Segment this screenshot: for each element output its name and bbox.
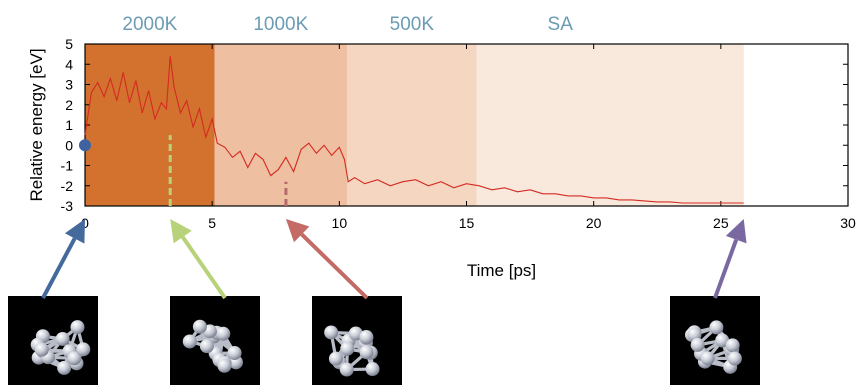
snapshot-arrow-shaft — [713, 238, 739, 299]
phase-label-1000k: 1000K — [253, 14, 308, 35]
x-tick-label: 15 — [459, 215, 475, 231]
phase-label-500k: 500K — [390, 14, 435, 35]
energy-series-line — [84, 56, 744, 204]
snapshot-arrow-shaft — [181, 235, 227, 300]
snapshot-arrow-head — [285, 219, 310, 243]
y-tick-label: -3 — [61, 198, 74, 214]
phase-bands — [85, 44, 744, 206]
phase-band-sa — [476, 44, 744, 206]
phase-band-500k — [346, 44, 477, 206]
phase-band-2000k — [85, 44, 215, 206]
phase-band-1000k — [214, 44, 347, 206]
x-tick-label: 30 — [840, 215, 856, 231]
marker-dots — [79, 139, 91, 152]
y-axis-ticks: 5 4 3 2 1 0 -1 -2 -3 — [61, 36, 848, 214]
cluster-snapshot-2000k — [170, 296, 260, 385]
x-tick-label: 20 — [586, 215, 602, 231]
y-tick-label: 2 — [65, 97, 73, 113]
y-tick-label: -1 — [61, 158, 74, 174]
cluster-snapshot-final — [670, 296, 760, 385]
y-tick-label: 0 — [65, 137, 73, 153]
y-tick-label: -2 — [61, 178, 74, 194]
snapshot-arrow-head — [170, 219, 192, 244]
snapshot-arrow-head — [64, 219, 85, 244]
snapshot-arrow-shaft — [41, 237, 77, 299]
marker-lines — [168, 135, 288, 206]
snapshot-arrow-shaft — [300, 232, 369, 300]
x-tick-label: 10 — [332, 215, 348, 231]
x-axis-label: Time [ps] — [467, 261, 536, 280]
y-axis-label: Relative energy [eV] — [27, 48, 46, 201]
y-tick-label: 3 — [65, 77, 73, 93]
initial-state-dot — [79, 139, 91, 152]
cluster-snapshot-initial — [8, 296, 98, 385]
x-axis-ticks: 0 5 10 15 20 25 30 — [81, 44, 856, 231]
y-tick-label: 5 — [65, 36, 73, 52]
x-tick-label: 5 — [208, 215, 216, 231]
phase-label-2000k: 2000K — [122, 14, 177, 35]
snapshot-arrows — [41, 219, 747, 300]
y-tick-label: 4 — [65, 56, 73, 72]
cluster-snapshots — [8, 296, 760, 385]
x-tick-label: 25 — [713, 215, 729, 231]
phase-label-sa: SA — [548, 14, 574, 35]
snapshot-arrow-head — [725, 219, 747, 244]
cluster-snapshot-1000k — [312, 296, 402, 385]
phase-labels: 2000K 1000K 500K SA — [122, 14, 573, 35]
x-tick-label: 0 — [81, 215, 89, 231]
y-tick-label: 1 — [65, 117, 73, 133]
